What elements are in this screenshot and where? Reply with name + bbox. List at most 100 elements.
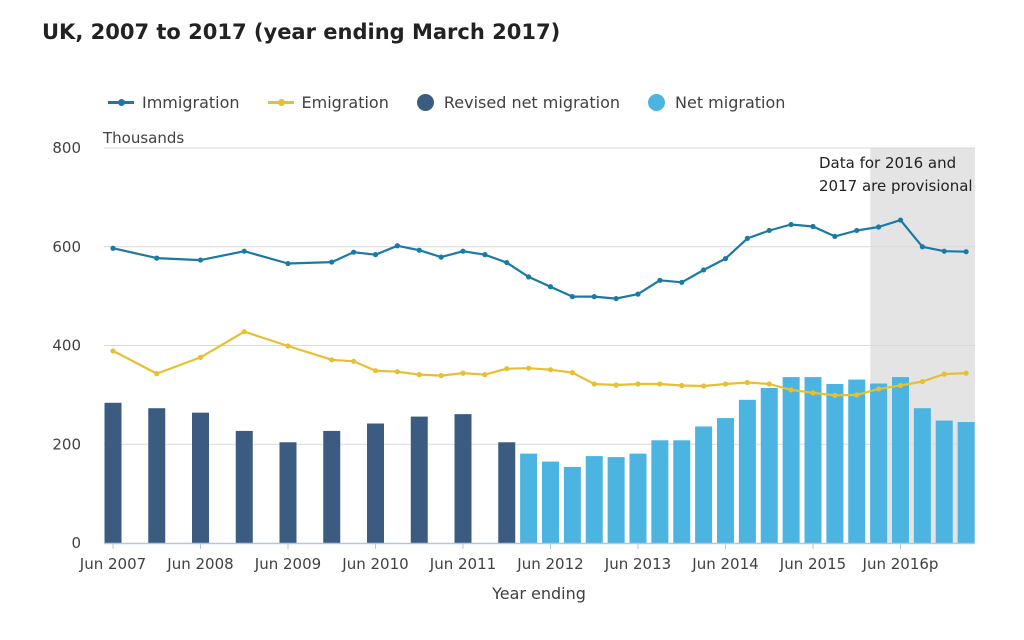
legend-item-net-migration[interactable]: Net migration <box>648 93 785 112</box>
emigration-point <box>854 392 860 398</box>
net-migration-bar <box>957 422 975 543</box>
legend-item-revised-net-migration[interactable]: Revised net migration <box>416 92 620 112</box>
provisional-annotation-line: Data for 2016 and <box>819 154 956 172</box>
revised-net-migration-bar <box>323 430 341 543</box>
emigration-point <box>569 370 575 376</box>
emigration-point <box>876 386 882 392</box>
immigration-point <box>526 274 532 280</box>
immigration-point <box>482 252 488 258</box>
y-axis-label: Thousands <box>102 129 184 147</box>
emigration-point <box>241 329 247 335</box>
emigration-point <box>372 368 379 374</box>
net-migration-bar <box>848 379 866 543</box>
provisional-annotation-line: 2017 are provisional <box>819 177 973 195</box>
net-migration-bar <box>892 377 909 543</box>
net-migration-bar <box>760 387 778 543</box>
net-migration-bar <box>629 453 647 543</box>
immigration-point <box>329 259 335 265</box>
emigration-point <box>285 343 291 349</box>
net-migration-bar <box>563 466 581 543</box>
x-tick-label: Jun 2015 <box>779 555 846 573</box>
revised-net-migration-bar <box>410 416 428 543</box>
x-tick-label: Jun 2007 <box>79 555 146 573</box>
net-migration-bar <box>585 456 603 543</box>
immigration-point <box>416 247 422 253</box>
y-tick-label: 600 <box>52 238 81 256</box>
emigration-point <box>438 373 444 379</box>
emigration-point <box>591 381 597 387</box>
y-tick-label: 200 <box>52 435 81 453</box>
net-migration-bar <box>607 457 625 543</box>
chart-title: UK, 2007 to 2017 (year ending March 2017… <box>42 20 561 44</box>
legend-label-immigration: Immigration <box>142 92 240 112</box>
x-axis-label: Year ending <box>491 584 586 603</box>
x-tick-label: Jun 2014 <box>691 555 758 573</box>
emigration-point <box>110 348 116 354</box>
emigration-point <box>460 370 466 376</box>
legend-item-emigration[interactable]: Emigration <box>267 93 389 112</box>
emigration-legend-marker <box>267 98 294 106</box>
immigration-point <box>679 279 685 285</box>
x-tick-label: Jun 2009 <box>254 555 321 573</box>
net-migration-bar <box>542 461 559 543</box>
revised-net-migration-bar <box>192 412 209 543</box>
immigration-point <box>351 249 357 255</box>
revised-net-migration-bar <box>235 430 253 543</box>
immigration-point <box>744 235 750 241</box>
emigration-point <box>788 387 794 393</box>
immigration-point <box>197 257 204 263</box>
emigration-point <box>416 372 422 378</box>
immigration-point <box>766 227 772 234</box>
net-migration-bar <box>826 384 844 543</box>
legend-item-immigration[interactable]: Immigration <box>108 93 240 112</box>
emigration-point <box>963 370 969 376</box>
immigration-point <box>876 224 882 230</box>
immigration-line <box>112 219 967 300</box>
immigration-point <box>569 294 575 300</box>
revised-net-migration-bar <box>454 414 472 543</box>
emigration-point <box>722 381 729 387</box>
immigration-point <box>504 259 510 266</box>
emigration-point <box>526 365 532 371</box>
emigration-point <box>329 357 335 363</box>
net-migration-bar <box>695 426 713 543</box>
bar-group <box>104 377 975 543</box>
net-migration-bar <box>804 377 822 543</box>
immigration-point <box>547 284 554 290</box>
immigration-point <box>854 227 860 234</box>
revised-net-migration-bar <box>279 442 297 543</box>
emigration-point <box>832 392 838 398</box>
y-tick-label: 400 <box>52 337 81 355</box>
legend-label-revised-net-migration: Revised net migration <box>443 92 620 112</box>
immigration-point <box>897 217 904 223</box>
net-migration-bar <box>673 440 691 543</box>
immigration-point <box>963 249 969 255</box>
immigration-point <box>657 277 663 283</box>
net-legend-marker <box>648 93 665 111</box>
immigration-point <box>285 260 291 267</box>
immigration-point <box>701 267 707 273</box>
immigration-point <box>591 294 597 300</box>
emigration-point <box>744 379 750 386</box>
emigration-point <box>941 371 947 377</box>
x-tick-label: Jun 2012 <box>516 555 583 573</box>
emigration-point <box>679 382 685 389</box>
emigration-point <box>547 367 554 373</box>
immigration-point <box>810 223 816 230</box>
immigration-point <box>372 252 379 258</box>
net-migration-bar <box>935 420 953 543</box>
emigration-point <box>897 382 904 389</box>
net-migration-bar <box>870 383 888 543</box>
net-migration-bar <box>738 399 756 543</box>
net-migration-bar <box>520 453 538 543</box>
immigration-point <box>613 295 619 302</box>
emigration-point <box>766 381 772 387</box>
immigration-point <box>110 245 116 251</box>
immigration-legend-marker <box>108 98 134 106</box>
revised-net-migration-bar <box>498 442 516 543</box>
emigration-point <box>701 383 707 389</box>
net-migration-bar <box>782 377 800 543</box>
emigration-point <box>657 381 663 387</box>
emigration-point <box>635 381 641 387</box>
